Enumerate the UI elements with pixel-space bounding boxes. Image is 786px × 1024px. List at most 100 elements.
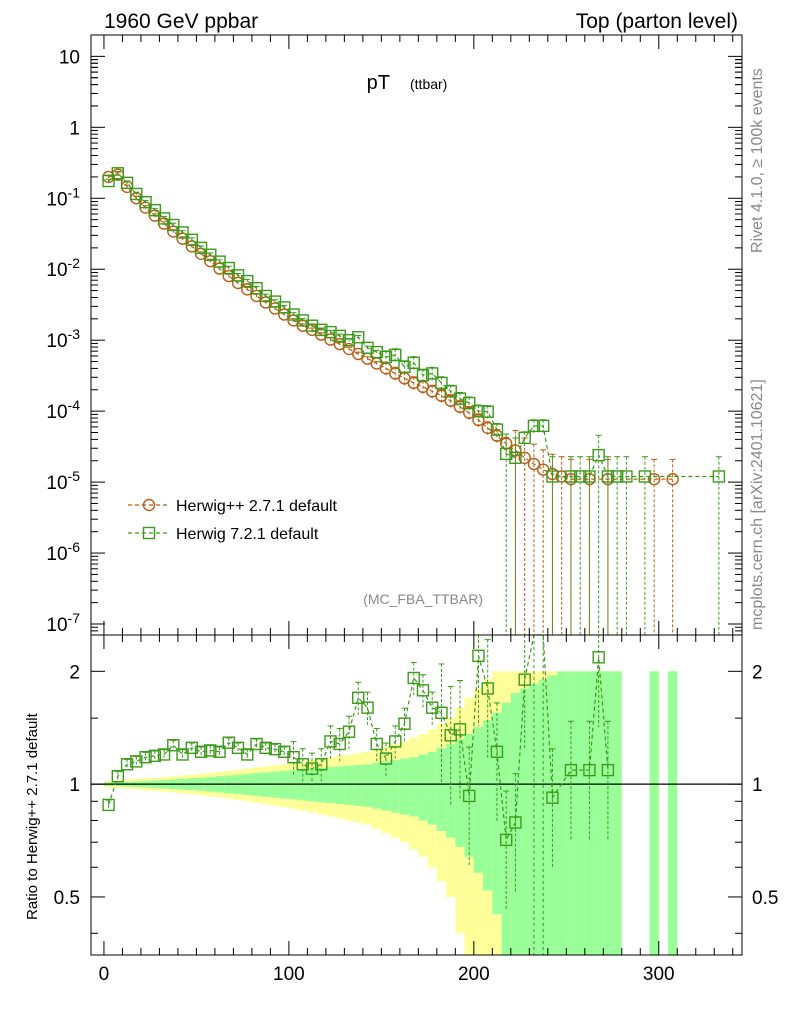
data-point bbox=[194, 241, 208, 255]
data-point bbox=[130, 187, 143, 201]
data-point bbox=[666, 472, 679, 486]
uncertainty-band-inner bbox=[436, 747, 447, 831]
series-line bbox=[108, 174, 673, 480]
data-point bbox=[481, 682, 494, 695]
uncertainty-band-inner bbox=[427, 751, 437, 825]
analysis-label: (MC_FBA_TTBAR) bbox=[363, 591, 483, 607]
data-point bbox=[518, 673, 531, 686]
data-point bbox=[463, 396, 476, 410]
data-point bbox=[564, 470, 578, 483]
data-point bbox=[241, 748, 254, 761]
data-point bbox=[527, 457, 541, 471]
data-point bbox=[647, 472, 661, 486]
data-point bbox=[185, 233, 198, 246]
uncertainty-band-inner bbox=[362, 764, 373, 807]
uncertainty-band-inner bbox=[335, 766, 345, 805]
data-point bbox=[120, 758, 134, 771]
data-point bbox=[527, 419, 541, 433]
data-point bbox=[620, 470, 633, 483]
ratio-plot: 0.5 0.5 1 1 2 2 0 100 200 300 Ratio to Herwig++ 2… bbox=[24, 634, 778, 985]
data-point bbox=[435, 389, 448, 402]
x-tick-label: 300 bbox=[643, 964, 675, 985]
uncertainty-band-inner bbox=[316, 767, 326, 803]
data-point bbox=[398, 360, 411, 374]
data-point bbox=[583, 763, 596, 777]
data-point bbox=[370, 737, 383, 751]
data-point bbox=[453, 400, 467, 414]
data-point bbox=[536, 419, 550, 433]
data-point bbox=[481, 421, 494, 435]
data-point bbox=[185, 741, 198, 755]
data-point bbox=[250, 737, 263, 751]
uncertainty-band-inner bbox=[557, 671, 567, 955]
uncertainty-band-inner bbox=[353, 764, 363, 806]
data-point bbox=[342, 725, 356, 738]
uncertainty-band-inner bbox=[298, 769, 308, 801]
data-point bbox=[231, 741, 245, 755]
data-point bbox=[333, 737, 346, 751]
data-point bbox=[287, 750, 300, 764]
data-point bbox=[416, 684, 430, 697]
uncertainty-band-inner bbox=[344, 765, 354, 805]
data-point bbox=[130, 755, 143, 768]
data-point bbox=[324, 735, 337, 748]
data-point bbox=[573, 470, 587, 483]
mcplots-label: mcplots.cern.ch [arXiv:2401.10621] bbox=[749, 379, 766, 630]
data-point bbox=[305, 762, 319, 775]
data-point bbox=[490, 423, 504, 436]
data-point bbox=[324, 325, 337, 339]
data-point bbox=[241, 283, 254, 296]
y-tick-label: 10 bbox=[59, 47, 80, 68]
data-point bbox=[444, 385, 457, 398]
data-point bbox=[352, 331, 365, 344]
data-point bbox=[398, 717, 411, 730]
data-point bbox=[102, 174, 115, 188]
legend-marker bbox=[142, 526, 156, 540]
data-point bbox=[250, 289, 263, 303]
data-point bbox=[250, 282, 263, 295]
ratio-y-axis-label: Ratio to Herwig++ 2.7.1 default bbox=[24, 712, 41, 920]
ratio-y-tick-label: 0.5 bbox=[54, 888, 80, 909]
data-point bbox=[176, 226, 189, 239]
y-tick-label: 10-7 bbox=[46, 610, 80, 636]
data-point bbox=[241, 274, 254, 288]
x-tick-label: 200 bbox=[458, 964, 490, 985]
data-point bbox=[213, 262, 226, 275]
ratio-y-tick-label-right: 2 bbox=[752, 662, 763, 683]
data-point bbox=[111, 167, 125, 180]
ratio-y-tick-label: 2 bbox=[69, 662, 80, 683]
data-point bbox=[389, 735, 402, 748]
ratio-y-tick-label-right: 1 bbox=[752, 775, 763, 796]
data-point bbox=[546, 791, 559, 804]
series-line bbox=[108, 172, 719, 478]
rivet-version-label: Rivet 4.1.0, ≥ 100k events bbox=[749, 68, 766, 253]
data-point bbox=[352, 691, 365, 704]
y-tick-label: 10-6 bbox=[46, 539, 80, 565]
data-point bbox=[222, 269, 235, 283]
header-right-label: Top (parton level) bbox=[576, 10, 738, 33]
uncertainty-band-inner bbox=[594, 671, 604, 955]
uncertainty-band-inner bbox=[372, 762, 382, 809]
data-point bbox=[259, 741, 272, 755]
uncertainty-band-inner bbox=[473, 727, 484, 873]
data-point bbox=[120, 176, 134, 190]
data-point bbox=[472, 413, 485, 427]
legend-entry: Herwig++ 2.7.1 default bbox=[176, 498, 338, 515]
data-point bbox=[481, 405, 494, 418]
uncertainty-band-inner bbox=[483, 720, 493, 891]
data-point bbox=[592, 651, 605, 664]
main-plot-frame bbox=[90, 34, 743, 636]
ratio-y-tick-label-right: 0.5 bbox=[752, 888, 778, 909]
data-point bbox=[453, 723, 467, 736]
data-point bbox=[518, 431, 531, 445]
y-tick-label: 10-5 bbox=[46, 468, 80, 494]
data-point bbox=[157, 212, 171, 225]
uncertainty-band-inner bbox=[381, 761, 391, 811]
data-point bbox=[472, 649, 485, 663]
data-point bbox=[204, 744, 217, 757]
y-tick-label: 1 bbox=[69, 118, 80, 139]
data-point bbox=[518, 451, 531, 464]
uncertainty-band-inner bbox=[668, 671, 678, 955]
data-point bbox=[157, 748, 171, 761]
data-point bbox=[490, 745, 504, 758]
